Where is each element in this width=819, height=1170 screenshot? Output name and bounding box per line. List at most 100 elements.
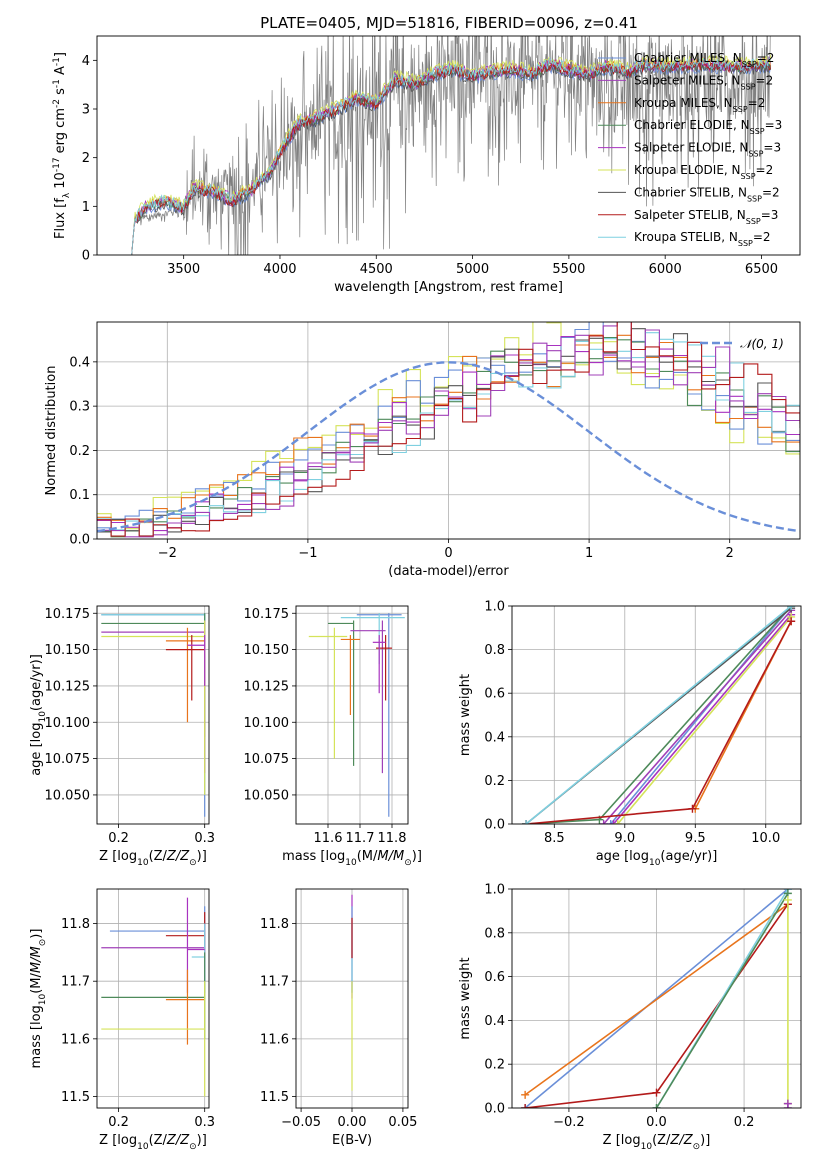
legend-label: Chabrier STELIB, NSSP=2: [634, 185, 780, 203]
x-tick-label: 0.3: [194, 831, 215, 846]
errorbar-kroupa-elodie: [308, 627, 348, 759]
x-tick-label: 0.05: [388, 1115, 417, 1130]
point-marker: [522, 820, 531, 824]
histogram-salpeter-elodie: [97, 336, 800, 532]
legend-label: Kroupa ELODIE, NSSP=2: [634, 163, 773, 181]
axes-frame: [96, 321, 801, 540]
y-axis-label: mass weight: [458, 674, 473, 756]
errorbar-salpeter-elodie: [186, 897, 205, 993]
x-axis-label: mass [log10(M/M/M⊙)]: [282, 849, 422, 868]
x-tick-label: 0.00: [338, 1115, 367, 1130]
histogram-salpeter-stelib: [97, 322, 800, 537]
plot-area: [101, 613, 206, 817]
x-tick-label: 6000: [649, 262, 682, 277]
axes-frame: [96, 35, 801, 256]
errorbar-kroupa-miles: [165, 969, 205, 1045]
normal-curve: [97, 361, 800, 533]
point-marker: [521, 1104, 530, 1108]
y-tick-label: 10.050: [45, 788, 91, 803]
x-tick-label: 4500: [360, 262, 393, 277]
x-tick-label: 0.3: [194, 1115, 215, 1130]
y-tick-label: 11.8: [260, 917, 289, 932]
x-tick-label: 0: [444, 546, 452, 561]
x-tick-label: −0.05: [281, 1115, 321, 1130]
point-marker: [688, 804, 697, 813]
legend-label: Kroupa STELIB, NSSP=2: [634, 230, 771, 248]
axes-residuals: −2 −1 0 1 2 0.0 0.1 0.2 0.3 0.4 (data-model)/error…: [44, 321, 801, 579]
errorbar-kroupa-elodie: [101, 981, 206, 1097]
plot-area: [97, 322, 800, 538]
errorbar-salpeter-elodie: [187, 635, 206, 686]
errorbar-salpeter-miles: [101, 923, 206, 982]
y-tick-label: 0.2: [484, 1058, 505, 1073]
point-marker: [652, 1088, 661, 1097]
errorbar-salpeter-miles: [350, 620, 386, 774]
x-tick-label: 3500: [167, 262, 200, 277]
x-tick-label: 5500: [552, 262, 585, 277]
x-tick-label: −2: [158, 546, 177, 561]
histogram-chabrier-stelib: [97, 328, 800, 537]
x-axis-label: Z [log10(Z/Z/Z⊙)]: [603, 1133, 711, 1152]
mass-weight-line-salpeter-elodie: [612, 614, 792, 824]
y-tick-label: 0: [82, 249, 90, 264]
y-tick-label: 11.8: [61, 917, 90, 932]
x-axis-label: wavelength [Angstrom, rest frame]: [334, 280, 563, 295]
point-marker: [787, 606, 796, 610]
y-tick-label: 10.150: [244, 643, 290, 658]
y-axis-label: mass weight: [458, 957, 473, 1039]
point-marker: [787, 617, 796, 626]
y-tick-label: 10.050: [244, 788, 290, 803]
axes-frame: [295, 888, 409, 1109]
mass-weight-line-salpeter-miles: [602, 609, 792, 824]
y-tick-label: 0.6: [484, 970, 505, 985]
y-tick-label: 0.2: [69, 444, 90, 459]
y-tick-label: 0.3: [69, 400, 90, 415]
y-axis-label: age [log10(age/yr)]: [29, 654, 48, 776]
x-axis-label: E(B-V): [332, 1133, 372, 1148]
y-tick-label: 0.2: [484, 774, 505, 789]
legend-label: 𝒩(0, 1): [740, 337, 784, 351]
histogram-chabrier-miles: [97, 322, 800, 529]
point-marker: [783, 895, 792, 904]
y-tick-label: 2: [82, 151, 90, 166]
axes-age-vs-mass: 11.6 11.7 11.8 10.050 10.075 10.100 10.125 10.1…: [244, 605, 422, 868]
x-axis-label: Z [log10(Z/Z/Z⊙)]: [99, 849, 207, 868]
x-axis-label: (data-model)/error: [388, 564, 509, 579]
legend-label: Chabrier ELODIE, NSSP=3: [634, 118, 782, 136]
y-tick-label: 0.6: [484, 687, 505, 702]
y-tick-label: 1.0: [484, 600, 505, 615]
chart-title: PLATE=0405, MJD=51816, FIBERID=0096, z=0…: [260, 14, 638, 32]
x-tick-label: 0.2: [108, 1115, 129, 1130]
errorbar-chabrier-elodie: [101, 952, 206, 1039]
y-tick-label: 10.125: [244, 679, 290, 694]
mass-weight-line-chabrier-miles: [610, 606, 792, 824]
observed-spectrum: [131, 36, 771, 255]
model-spectrum-kroupa-elodie: [131, 54, 772, 255]
point-marker: [606, 820, 615, 824]
x-tick-label: 9.5: [685, 831, 706, 846]
plot-area: [308, 613, 405, 817]
legend-label: Salpeter STELIB, NSSP=3: [634, 208, 778, 226]
y-tick-label: 11.6: [260, 1032, 289, 1047]
y-tick-label: 0.0: [69, 533, 90, 548]
model-spectrum-salpeter-stelib: [131, 59, 772, 255]
x-tick-label: 8.5: [544, 831, 565, 846]
axes-age-vs-z: 0.2 0.3 10.050 10.075 10.100 10.125 10.150 10.1…: [29, 605, 215, 868]
legend-label: Kroupa MILES, NSSP=2: [634, 96, 765, 114]
y-tick-label: 0.1: [69, 488, 90, 503]
histogram-kroupa-elodie: [97, 322, 800, 530]
mass-weight-line-kroupa-miles: [524, 903, 789, 1096]
errorbar-salpeter-stelib: [165, 635, 205, 701]
y-tick-label: 11.7: [61, 975, 90, 990]
x-axis-label: age [log10(age/yr)]: [596, 849, 718, 868]
x-tick-label: −1: [298, 546, 317, 561]
plot-area: [521, 889, 792, 1108]
y-tick-label: 0.0: [484, 1102, 505, 1117]
y-axis-label: mass [log10(M/M/M⊙)]: [29, 929, 48, 1069]
legend-label: Salpeter MILES, NSSP=2: [634, 73, 773, 91]
y-tick-label: 0.8: [484, 643, 505, 658]
x-tick-label: 11.8: [378, 831, 407, 846]
mass-weight-line-chabrier-miles: [524, 889, 789, 1108]
x-tick-label: 6500: [745, 262, 778, 277]
